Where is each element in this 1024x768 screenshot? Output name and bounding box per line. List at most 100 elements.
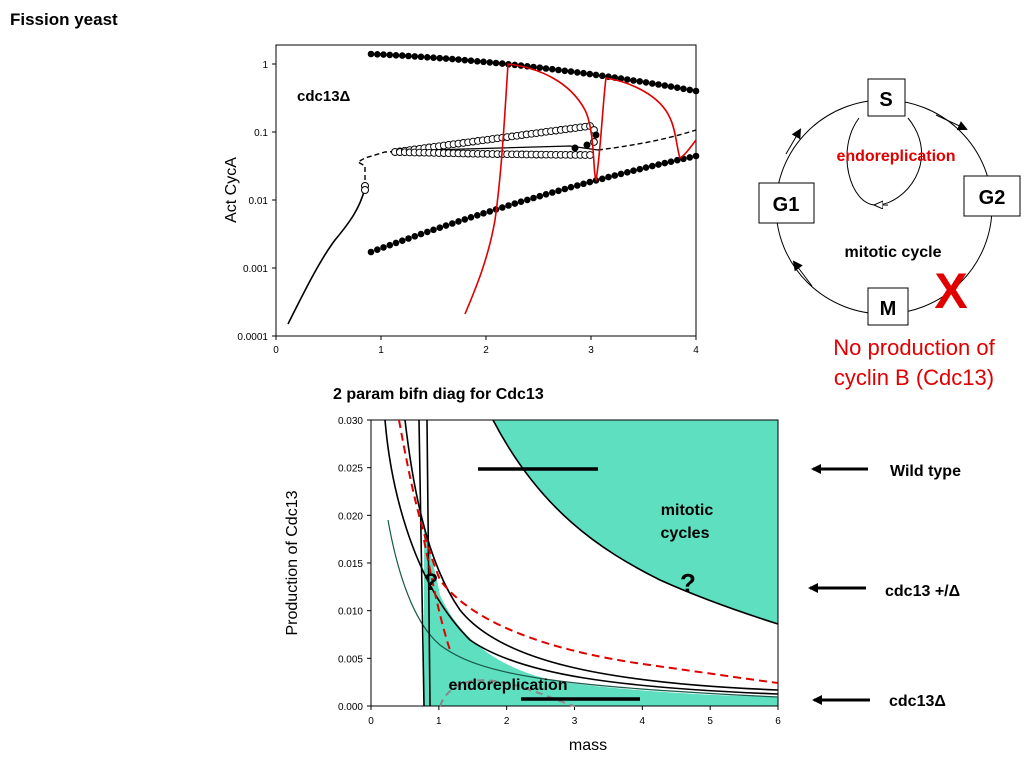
boundary-curve-1 (384, 419, 779, 695)
bottom-plot-xlabel: mass (569, 737, 607, 754)
genotype-arrows: Wild type cdc13 +/Δ cdc13Δ (808, 463, 961, 710)
y-tick-label: 0.000 (338, 702, 363, 713)
lower-branch-point (417, 230, 425, 238)
lower-branch-point (611, 172, 619, 179)
mitotic-cycles-label-line2: cycles (661, 525, 710, 542)
lower-branch-point (405, 235, 412, 242)
arrow-s-to-g2 (935, 114, 968, 131)
cell-cycle-diagram: S G1 G2 M endoreplication mitotic cycle … (758, 78, 1021, 390)
mitotic-cycle-label: mitotic cycle (845, 244, 942, 261)
y-tick-label: 0.0001 (237, 332, 268, 343)
lower-branch-point (517, 198, 525, 205)
mitotic-cycles-label-line1: mitotic (661, 502, 714, 519)
lower-branch-point (555, 187, 562, 195)
upper-branch-point (542, 65, 550, 72)
endoreplication-region-label: endoreplication (448, 677, 567, 694)
upper-branch-point (661, 82, 669, 89)
phase-box-g1 (758, 182, 815, 224)
lower-branch-point (524, 196, 531, 204)
upper-branch-point (430, 54, 437, 61)
y-tick-label: 1 (262, 60, 268, 71)
upper-branch-point (461, 56, 469, 64)
top-dashed-branch-right (597, 129, 697, 151)
lower-branch-point (661, 159, 669, 167)
top-filled-point (583, 141, 591, 149)
upper-branch-point (630, 77, 637, 84)
upper-branch-point (692, 87, 700, 95)
y-tick-label: 0.030 (338, 416, 363, 427)
x-tick-label: 0 (368, 716, 374, 727)
x-tick-label: 0 (273, 345, 279, 356)
upper-branch-point (424, 54, 431, 61)
lower-branch-point (511, 200, 519, 207)
upper-branch-point (474, 58, 481, 65)
x-tick-label: 1 (378, 345, 384, 356)
top-plot-annotation: cdc13Δ (297, 88, 351, 105)
lower-branch-point (561, 185, 569, 193)
arrow-g1-to-s (785, 128, 802, 155)
upper-branch-point (386, 51, 394, 59)
bottom-plot-ylabel: Production of Cdc13 (284, 490, 301, 635)
lower-branch-point (599, 175, 606, 183)
note-line-1: No production of (833, 335, 995, 360)
phase-label-g1: G1 (773, 194, 800, 216)
note-line-2: cyclin B (Cdc13) (834, 365, 994, 390)
upper-branch-point (592, 71, 600, 79)
x-tick-label: 1 (436, 716, 442, 727)
upper-branch-point (467, 57, 475, 64)
upper-branch-point (561, 67, 569, 75)
lower-branch-point (424, 228, 431, 236)
red-dashed-curve (398, 419, 779, 684)
lower-branch-point (486, 208, 494, 215)
boundary-curve-mitotic (492, 419, 779, 625)
page-title: Fission yeast (10, 10, 118, 29)
upper-branch-point (405, 52, 412, 60)
top-filled-point (571, 144, 579, 152)
lower-branch-point (617, 170, 625, 178)
lower-branch-point (649, 162, 656, 170)
upper-branch-point (567, 68, 575, 75)
top-red-trajectory (464, 63, 697, 315)
lower-branch-point (386, 241, 394, 249)
top-plot-frame (275, 44, 697, 337)
y-tick-label: 0.005 (338, 654, 363, 665)
lower-branch-point (392, 239, 400, 247)
lower-branch-point (411, 233, 419, 240)
y-tick-label: 0.010 (338, 607, 363, 618)
bottom-plot-regions (424, 420, 778, 706)
lower-branch-point (686, 154, 694, 161)
bottom-plot: 2 param bifn diag for Cdc13 0 1 2 3 4 5 6 0.000… (284, 386, 781, 754)
lower-branch-point (536, 192, 544, 200)
y-tick-label: 0.015 (338, 559, 363, 570)
phase-box-s (867, 78, 906, 117)
upper-branch-point (367, 50, 375, 58)
lower-branch-point (624, 169, 631, 176)
upper-branch-point (480, 58, 487, 66)
lower-branch-point (380, 244, 387, 251)
lower-branch-point (367, 248, 375, 256)
boundary-curve-3 (387, 519, 779, 698)
lower-branch-point (467, 214, 475, 221)
upper-branch-point (411, 53, 419, 60)
lower-branch-point (399, 237, 406, 244)
upper-branch-point (536, 64, 544, 71)
lower-branch-point (474, 212, 481, 219)
lower-branch-point (449, 220, 456, 227)
lower-branch-point (655, 161, 662, 168)
x-tick-label: 6 (775, 716, 781, 727)
y-tick-label: 0.020 (338, 511, 363, 522)
lower-branch-point (692, 152, 700, 160)
lower-branch-point (580, 180, 587, 188)
x-tick-label: 3 (588, 345, 594, 356)
lower-branch-point (430, 226, 437, 234)
upper-branch-point (455, 56, 462, 63)
top-filled-point (592, 131, 600, 139)
upper-branch-point (555, 66, 562, 74)
wild-type-label: Wild type (890, 463, 961, 480)
upper-branch-point (380, 51, 387, 58)
upper-branch-point (436, 54, 444, 62)
vertical-line-2 (426, 419, 431, 707)
top-filled-dots-lower (367, 152, 700, 256)
bottom-plot-axes: 0 1 2 3 4 5 6 0.000 0.005 0.010 0.015 0.020 0.025 0.0… (338, 416, 781, 727)
